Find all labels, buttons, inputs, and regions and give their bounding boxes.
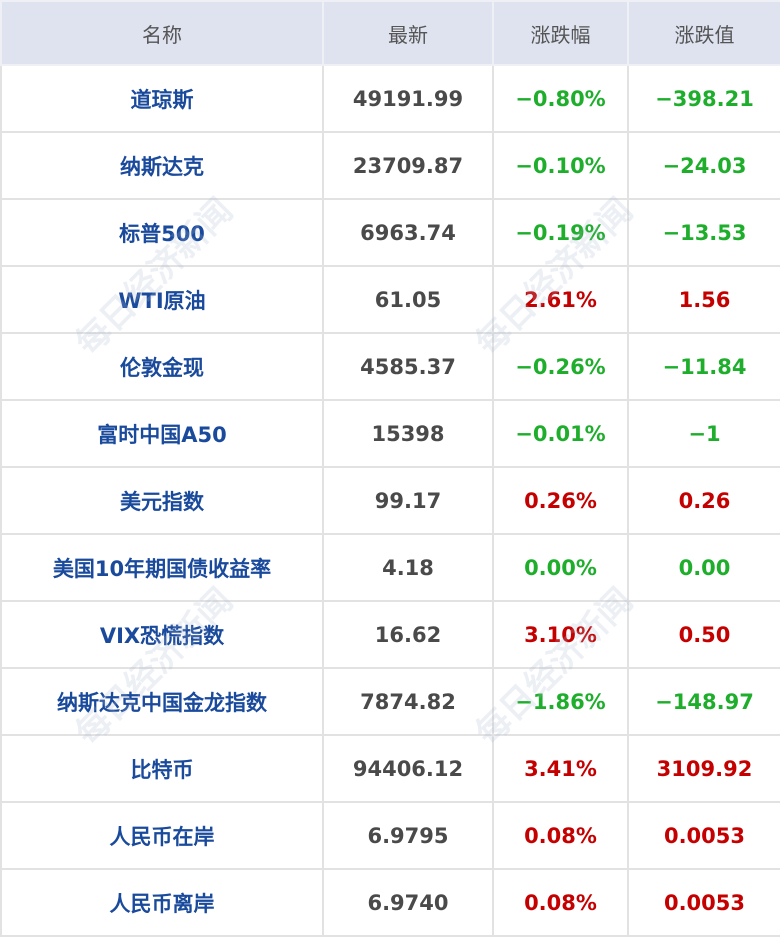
row-change-value: 0.0053 bbox=[627, 868, 780, 937]
row-name: 纳斯达克 bbox=[0, 131, 324, 200]
row-latest: 4.18 bbox=[322, 533, 494, 602]
row-change-pct: 2.61% bbox=[492, 265, 629, 334]
row-name: 道琼斯 bbox=[0, 64, 324, 133]
table-row: 道琼斯 49191.99 −0.80% −398.21 bbox=[0, 64, 780, 133]
row-latest: 15398 bbox=[322, 399, 494, 468]
row-change-pct: 0.26% bbox=[492, 466, 629, 535]
row-change-value: 0.00 bbox=[627, 533, 780, 602]
row-change-pct: −0.26% bbox=[492, 332, 629, 401]
row-change-value: 0.26 bbox=[627, 466, 780, 535]
row-latest: 4585.37 bbox=[322, 332, 494, 401]
row-name: 比特币 bbox=[0, 734, 324, 803]
row-name: 标普500 bbox=[0, 198, 324, 267]
row-name: 人民币在岸 bbox=[0, 801, 324, 870]
row-name: 人民币离岸 bbox=[0, 868, 324, 937]
row-change-value: 0.0053 bbox=[627, 801, 780, 870]
row-name: VIX恐慌指数 bbox=[0, 600, 324, 669]
row-latest: 6.9795 bbox=[322, 801, 494, 870]
row-change-value: 1.56 bbox=[627, 265, 780, 334]
row-latest: 6963.74 bbox=[322, 198, 494, 267]
table-row: 富时中国A50 15398 −0.01% −1 bbox=[0, 399, 780, 468]
table-row: 标普500 6963.74 −0.19% −13.53 bbox=[0, 198, 780, 267]
row-change-value: −1 bbox=[627, 399, 780, 468]
row-change-value: −148.97 bbox=[627, 667, 780, 736]
table-row: 比特币 94406.12 3.41% 3109.92 bbox=[0, 734, 780, 803]
row-name: 纳斯达克中国金龙指数 bbox=[0, 667, 324, 736]
row-latest: 99.17 bbox=[322, 466, 494, 535]
table-row: 美国10年期国债收益率 4.18 0.00% 0.00 bbox=[0, 533, 780, 602]
row-latest: 6.9740 bbox=[322, 868, 494, 937]
row-name: WTI原油 bbox=[0, 265, 324, 334]
header-change-pct: 涨跌幅 bbox=[492, 0, 629, 66]
row-latest: 16.62 bbox=[322, 600, 494, 669]
row-change-pct: −0.10% bbox=[492, 131, 629, 200]
row-change-pct: −0.19% bbox=[492, 198, 629, 267]
row-latest: 49191.99 bbox=[322, 64, 494, 133]
row-change-pct: −0.80% bbox=[492, 64, 629, 133]
table-row: 纳斯达克中国金龙指数 7874.82 −1.86% −148.97 bbox=[0, 667, 780, 736]
header-latest: 最新 bbox=[322, 0, 494, 66]
table-row: 人民币在岸 6.9795 0.08% 0.0053 bbox=[0, 801, 780, 870]
row-change-value: 3109.92 bbox=[627, 734, 780, 803]
row-latest: 94406.12 bbox=[322, 734, 494, 803]
row-change-value: −24.03 bbox=[627, 131, 780, 200]
row-latest: 23709.87 bbox=[322, 131, 494, 200]
row-change-pct: −0.01% bbox=[492, 399, 629, 468]
row-name: 美元指数 bbox=[0, 466, 324, 535]
row-change-pct: 0.08% bbox=[492, 868, 629, 937]
row-change-pct: 0.08% bbox=[492, 801, 629, 870]
row-name: 美国10年期国债收益率 bbox=[0, 533, 324, 602]
row-latest: 61.05 bbox=[322, 265, 494, 334]
row-change-pct: 3.41% bbox=[492, 734, 629, 803]
table-row: 纳斯达克 23709.87 −0.10% −24.03 bbox=[0, 131, 780, 200]
header-change-value: 涨跌值 bbox=[627, 0, 780, 66]
row-latest: 7874.82 bbox=[322, 667, 494, 736]
row-change-pct: 3.10% bbox=[492, 600, 629, 669]
header-row: 名称 最新 涨跌幅 涨跌值 bbox=[0, 0, 780, 66]
table-row: VIX恐慌指数 16.62 3.10% 0.50 bbox=[0, 600, 780, 669]
row-name: 伦敦金现 bbox=[0, 332, 324, 401]
header-name: 名称 bbox=[0, 0, 324, 66]
table-row: 美元指数 99.17 0.26% 0.26 bbox=[0, 466, 780, 535]
row-change-value: 0.50 bbox=[627, 600, 780, 669]
row-change-value: −13.53 bbox=[627, 198, 780, 267]
row-name: 富时中国A50 bbox=[0, 399, 324, 468]
table-row: 伦敦金现 4585.37 −0.26% −11.84 bbox=[0, 332, 780, 401]
row-change-value: −11.84 bbox=[627, 332, 780, 401]
table-row: WTI原油 61.05 2.61% 1.56 bbox=[0, 265, 780, 334]
row-change-value: −398.21 bbox=[627, 64, 780, 133]
table-row: 人民币离岸 6.9740 0.08% 0.0053 bbox=[0, 868, 780, 937]
row-change-pct: −1.86% bbox=[492, 667, 629, 736]
row-change-pct: 0.00% bbox=[492, 533, 629, 602]
